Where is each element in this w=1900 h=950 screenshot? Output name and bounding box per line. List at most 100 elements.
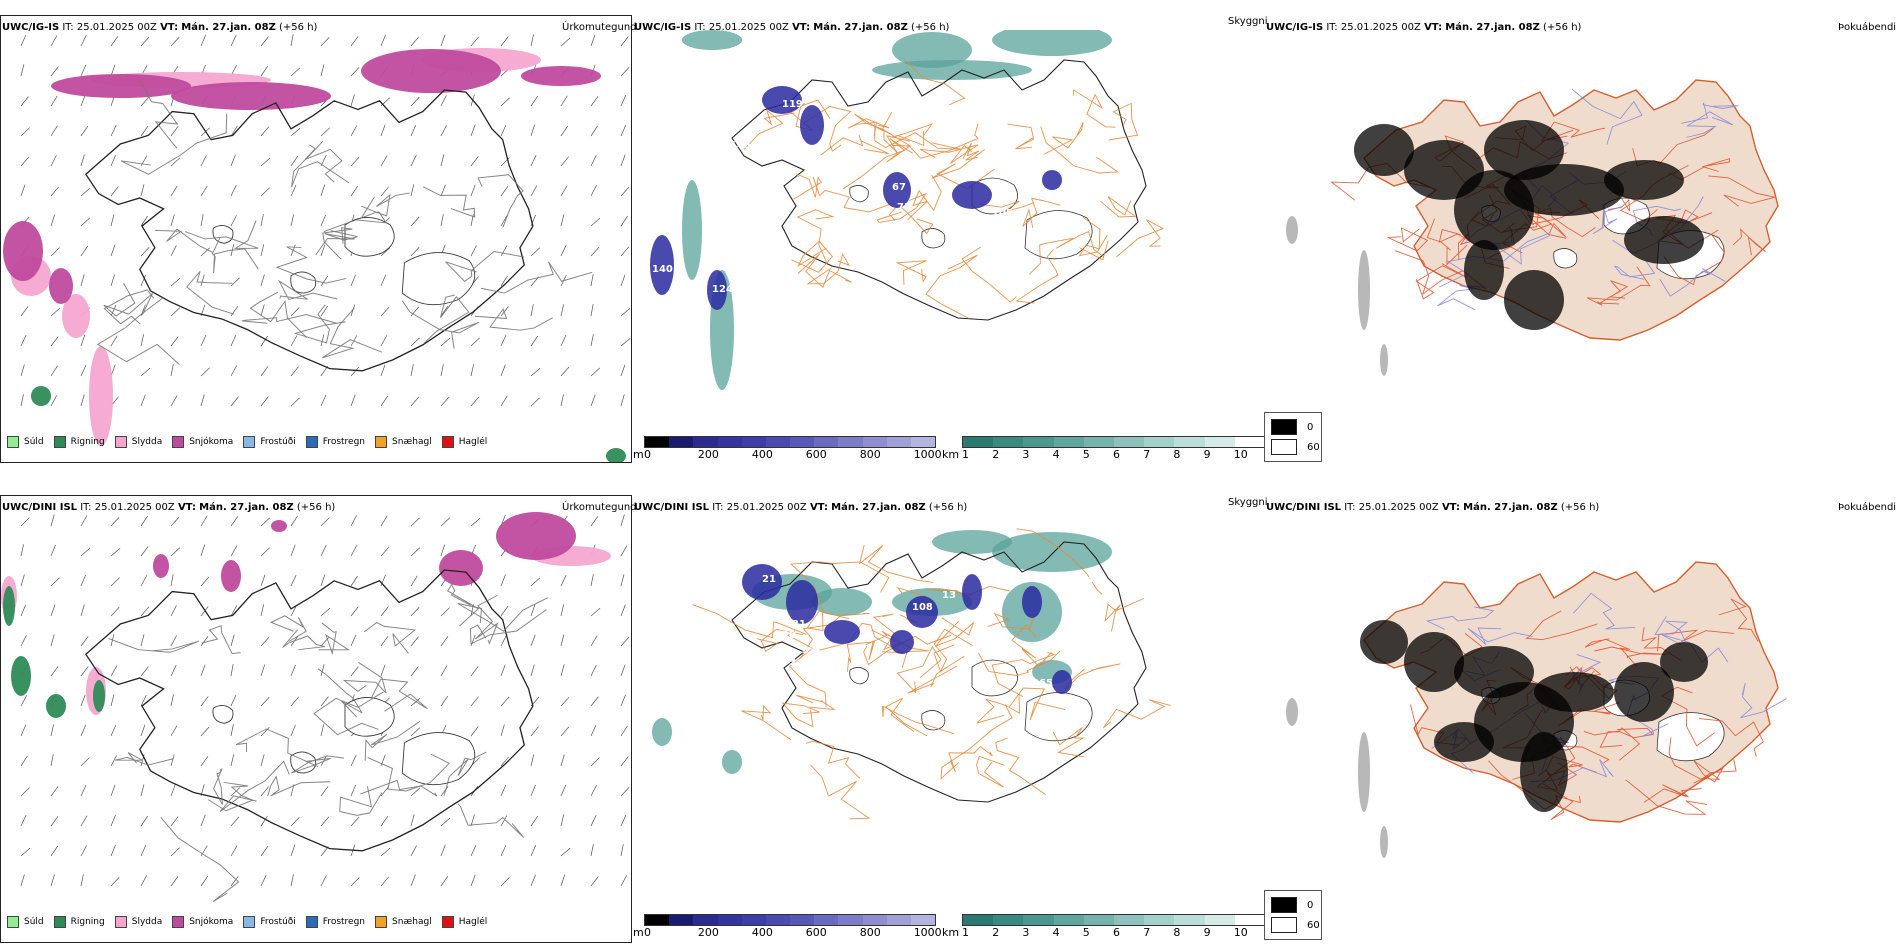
road-line (948, 745, 993, 772)
road-line (1584, 638, 1637, 667)
wind-barb (200, 814, 206, 827)
glacier-outline (290, 751, 317, 774)
wind-barb (590, 246, 600, 257)
wind-barb (530, 95, 539, 107)
wind-barb (260, 244, 265, 257)
road-line (1681, 102, 1739, 124)
glacier-outline (212, 705, 234, 724)
road-line (241, 314, 337, 324)
iceland-outline (731, 57, 1165, 321)
wind-barb (200, 696, 209, 707)
wind-barb (530, 577, 541, 587)
wind-barb (80, 245, 88, 257)
road-line (1387, 227, 1429, 252)
wind-barb (80, 815, 88, 827)
wind-barb (140, 515, 148, 527)
colorbar-tick-label: 7 (1143, 926, 1151, 939)
wind-barb (200, 845, 208, 857)
field-blob (171, 82, 331, 110)
road-line (235, 728, 319, 768)
wind-barb (380, 247, 391, 257)
glacier-outline (1024, 692, 1093, 742)
vis-value-label: 17 (722, 554, 736, 565)
wind-barb (170, 754, 175, 767)
wind-barb (380, 664, 386, 677)
road-line (781, 702, 820, 728)
road-line (201, 625, 241, 655)
road-line (367, 753, 451, 792)
wind-barb (170, 185, 178, 197)
wind-barb (530, 754, 535, 767)
road-line (1659, 268, 1726, 297)
wind-barb (260, 304, 265, 317)
field-blob (932, 530, 1012, 554)
road-line (1077, 231, 1109, 261)
field-blob (1042, 170, 1062, 190)
field-blob (762, 86, 802, 114)
precip-legend-swatch (114, 436, 127, 448)
road-line (96, 297, 180, 366)
colorbar-segment (1234, 915, 1266, 925)
precip-legend-swatch (243, 436, 256, 448)
wind-barb (290, 664, 296, 677)
wind-barb (380, 546, 390, 557)
road-line (995, 737, 1046, 796)
wind-barb (170, 516, 180, 527)
wind-barb (170, 725, 178, 737)
road-line (363, 622, 417, 654)
wind-barb (140, 367, 151, 377)
colorbar-tick-label: 1000 (913, 448, 942, 461)
colorbar-tick-label: 0 (644, 926, 651, 939)
wind-barb (230, 605, 238, 617)
field-blob (722, 750, 742, 774)
precip-legend-swatch (172, 916, 185, 928)
wind-barb (320, 875, 327, 887)
wind-barb (560, 664, 565, 677)
wind-barb (470, 844, 477, 857)
wind-barb (20, 127, 30, 137)
wind-barb (590, 876, 599, 887)
wind-barb (470, 337, 480, 347)
wind-barb (320, 214, 326, 227)
field-blob (606, 448, 626, 462)
wind-barb (200, 334, 207, 347)
road-line (1011, 624, 1052, 667)
visibility-title-bottom: Skyggni (1228, 497, 1268, 508)
road-line (480, 261, 593, 294)
wind-barb (410, 337, 420, 347)
road-line (1598, 280, 1629, 305)
wind-barb (530, 604, 536, 617)
fog-panel-bottom (1264, 512, 1900, 932)
colorbar-tick-label: 200 (697, 926, 719, 939)
vis-value-label: 31 (792, 619, 806, 630)
precip-legend-item: Snæhagl (375, 916, 432, 928)
precip-title-top: Úrkomutegund (562, 22, 637, 33)
road-line (902, 57, 966, 106)
colorbar-segment (862, 915, 887, 925)
road-line (360, 779, 438, 797)
wind-barb (320, 786, 329, 797)
colorbar-tick-label: 7 (1143, 448, 1151, 461)
road-line (978, 650, 1061, 676)
wind-barb (590, 274, 594, 287)
road-line (892, 123, 979, 159)
wind-barb (380, 847, 391, 857)
wind-barb (470, 364, 474, 377)
colorbar-tick-label: 800 (859, 448, 881, 461)
road-line (806, 253, 851, 285)
wind-barb (320, 305, 328, 317)
wind-barb (50, 125, 58, 137)
road-line (293, 304, 346, 344)
road-line (457, 803, 525, 838)
wind-barb (80, 636, 89, 647)
wind-barb (290, 127, 301, 137)
vis-unit-top: km (942, 448, 960, 461)
wind-barb (530, 214, 536, 227)
wind-barb (170, 277, 181, 287)
wind-barb (290, 605, 297, 617)
road-line (885, 697, 928, 737)
road-line (401, 300, 480, 349)
wind-barb (500, 185, 509, 197)
wind-barb (620, 875, 627, 887)
